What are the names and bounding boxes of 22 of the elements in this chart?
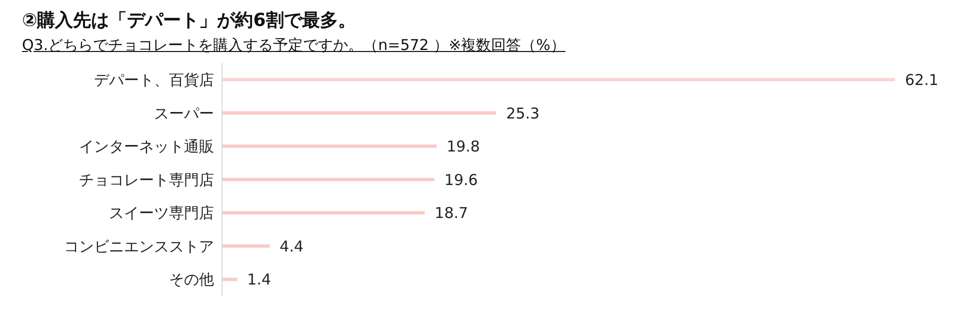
chart-subtitle: Q3.どちらでチョコレートを購入する予定ですか。（n=572 ）※複数回答（%） bbox=[22, 36, 566, 55]
bar bbox=[222, 278, 238, 282]
y-tick-label: スイーツ専門店 bbox=[109, 204, 214, 222]
y-tick-label: その他 bbox=[169, 270, 214, 289]
data-label: 4.4 bbox=[280, 237, 304, 256]
data-label: 1.4 bbox=[247, 270, 272, 289]
data-label: 19.8 bbox=[446, 138, 480, 156]
bar bbox=[222, 78, 895, 82]
data-label: 62.1 bbox=[905, 70, 938, 89]
y-tick-label: チョコレート専門店 bbox=[79, 170, 214, 189]
bar bbox=[222, 144, 437, 148]
y-tick-label: コンビニエンスストア bbox=[64, 237, 214, 256]
chart-title: ②購入先は「デパート」が約6割で最多。 bbox=[22, 9, 357, 32]
bar bbox=[222, 211, 425, 214]
data-label: 25.3 bbox=[506, 104, 540, 122]
y-tick-label: デパート、百貨店 bbox=[94, 70, 214, 89]
y-tick-label: インターネット通販 bbox=[79, 138, 214, 156]
data-label: 19.6 bbox=[444, 170, 478, 189]
bar bbox=[222, 111, 496, 115]
data-label: 18.7 bbox=[434, 204, 468, 222]
bar bbox=[222, 178, 434, 182]
y-tick-label: スーパー bbox=[154, 104, 214, 122]
